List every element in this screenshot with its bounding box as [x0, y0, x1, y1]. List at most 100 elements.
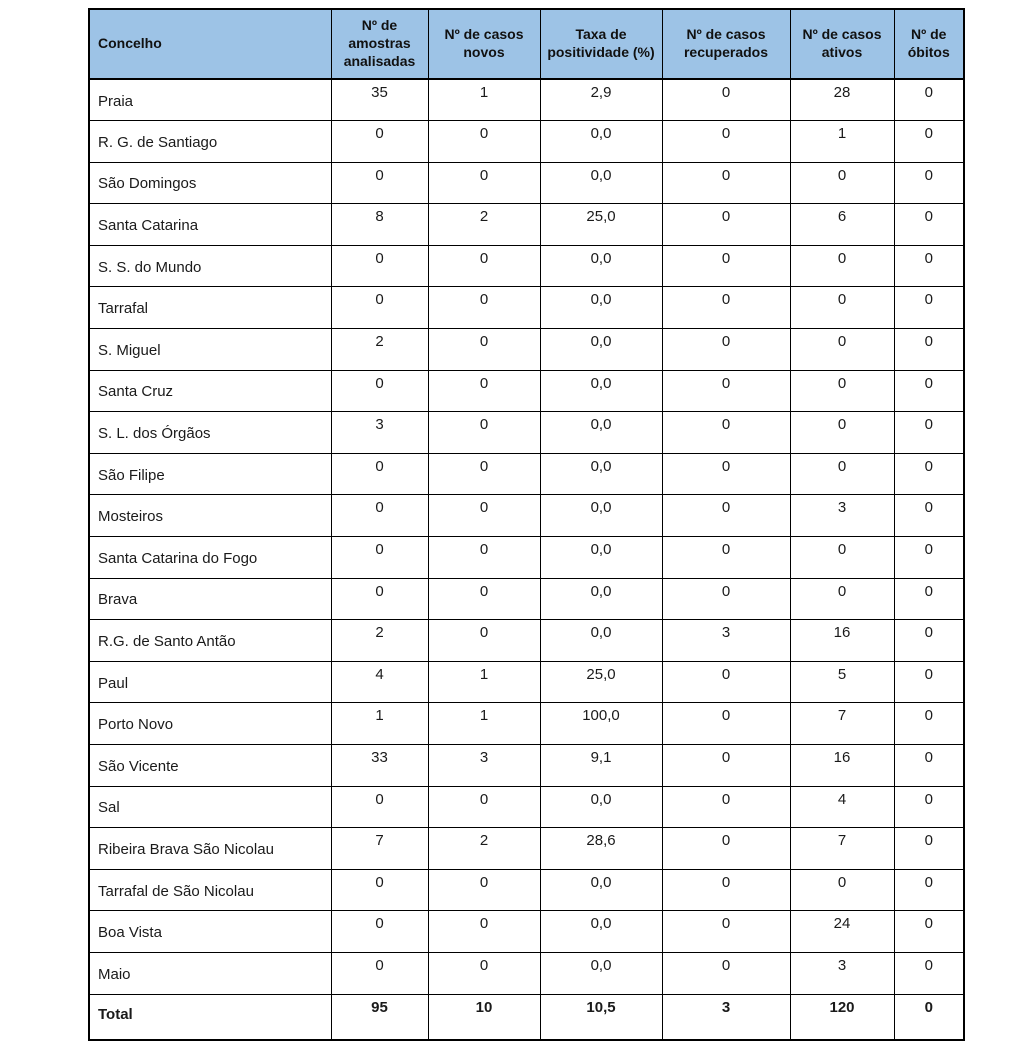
cell-recuperados: 0	[661, 203, 791, 246]
cell-concelho: Sal	[88, 785, 332, 829]
cell-recuperados: 0	[661, 452, 791, 496]
column-header-taxa-positividade: Taxa de positividade (%)	[539, 8, 663, 80]
cell-ativos: 16	[789, 744, 895, 787]
table-header: Concelho Nº de amostras analisadas Nº de c…	[88, 8, 965, 80]
cell-concelho: Santa Cruz	[88, 369, 332, 413]
cell-amostras: 0	[330, 369, 429, 413]
cell-casos-novos: 0	[427, 328, 541, 371]
cell-recuperados: 0	[661, 161, 791, 205]
cell-concelho: Santa Catarina	[88, 203, 332, 246]
cell-obitos: 0	[893, 993, 965, 1041]
cell-concelho: Tarrafal de São Nicolau	[88, 868, 332, 912]
cell-recuperados: 0	[661, 536, 791, 579]
table-row: S. S. do Mundo 0 0 0,0 0 0 0	[88, 244, 965, 288]
table-row: São Filipe 0 0 0,0 0 0 0	[88, 452, 965, 496]
total-row: Total 95 10 10,5 3 120 0	[88, 993, 965, 1041]
cell-recuperados: 0	[661, 577, 791, 621]
cell-concelho: Maio	[88, 951, 332, 995]
cell-taxa-positividade: 0,0	[539, 286, 663, 330]
table-row: S. L. dos Órgãos 3 0 0,0 0 0 0	[88, 411, 965, 454]
cell-amostras: 0	[330, 286, 429, 330]
cell-recuperados: 0	[661, 702, 791, 745]
table-row: S. Miguel 2 0 0,0 0 0 0	[88, 328, 965, 371]
cell-amostras: 1	[330, 702, 429, 745]
cell-amostras: 2	[330, 619, 429, 662]
cell-ativos: 0	[789, 577, 895, 621]
cell-recuperados: 0	[661, 785, 791, 829]
cell-concelho: Total	[88, 993, 332, 1041]
cell-casos-novos: 0	[427, 577, 541, 621]
cell-recuperados: 3	[661, 993, 791, 1041]
table-row: Santa Catarina 8 2 25,0 0 6 0	[88, 203, 965, 246]
cell-concelho: Porto Novo	[88, 702, 332, 745]
table-row: São Vicente 33 3 9,1 0 16 0	[88, 744, 965, 787]
column-header-amostras: Nº de amostras analisadas	[330, 8, 429, 80]
cell-obitos: 0	[893, 910, 965, 953]
cell-casos-novos: 0	[427, 161, 541, 205]
cell-casos-novos: 3	[427, 744, 541, 787]
cell-concelho: Paul	[88, 660, 332, 704]
cell-ativos: 3	[789, 494, 895, 538]
cell-casos-novos: 0	[427, 536, 541, 579]
cell-concelho: Ribeira Brava São Nicolau	[88, 827, 332, 870]
table-row: Praia 35 1 2,9 0 28 0	[88, 78, 965, 122]
cell-concelho: São Vicente	[88, 744, 332, 787]
cell-amostras: 0	[330, 494, 429, 538]
covid-concelho-table: Concelho Nº de amostras analisadas Nº de c…	[88, 8, 965, 1041]
cell-taxa-positividade: 0,0	[539, 369, 663, 413]
cell-amostras: 0	[330, 161, 429, 205]
cell-taxa-positividade: 25,0	[539, 203, 663, 246]
table-row: R.G. de Santo Antão 2 0 0,0 3 16 0	[88, 619, 965, 662]
table-row: Santa Catarina do Fogo 0 0 0,0 0 0 0	[88, 536, 965, 579]
cell-obitos: 0	[893, 785, 965, 829]
cell-obitos: 0	[893, 120, 965, 163]
cell-casos-novos: 0	[427, 244, 541, 288]
cell-recuperados: 0	[661, 328, 791, 371]
cell-amostras: 35	[330, 78, 429, 122]
cell-concelho: Mosteiros	[88, 494, 332, 538]
cell-casos-novos: 0	[427, 452, 541, 496]
cell-casos-novos: 0	[427, 951, 541, 995]
cell-taxa-positividade: 28,6	[539, 827, 663, 870]
cell-amostras: 0	[330, 785, 429, 829]
cell-recuperados: 0	[661, 827, 791, 870]
cell-obitos: 0	[893, 577, 965, 621]
cell-recuperados: 0	[661, 78, 791, 122]
table-row: Boa Vista 0 0 0,0 0 24 0	[88, 910, 965, 953]
cell-concelho: São Domingos	[88, 161, 332, 205]
cell-obitos: 0	[893, 951, 965, 995]
cell-recuperados: 0	[661, 951, 791, 995]
cell-recuperados: 0	[661, 910, 791, 953]
cell-recuperados: 0	[661, 286, 791, 330]
cell-casos-novos: 10	[427, 993, 541, 1041]
cell-recuperados: 0	[661, 411, 791, 454]
cell-obitos: 0	[893, 411, 965, 454]
cell-ativos: 1	[789, 120, 895, 163]
table-row: Maio 0 0 0,0 0 3 0	[88, 951, 965, 995]
cell-obitos: 0	[893, 536, 965, 579]
column-header-casos-novos: Nº de casos novos	[427, 8, 541, 80]
cell-obitos: 0	[893, 744, 965, 787]
document-page: Concelho Nº de amostras analisadas Nº de c…	[88, 8, 965, 1041]
cell-amostras: 0	[330, 910, 429, 953]
cell-recuperados: 0	[661, 244, 791, 288]
cell-amostras: 0	[330, 868, 429, 912]
table-row: Ribeira Brava São Nicolau 7 2 28,6 0 7 0	[88, 827, 965, 870]
cell-casos-novos: 0	[427, 411, 541, 454]
cell-concelho: São Filipe	[88, 452, 332, 496]
cell-taxa-positividade: 0,0	[539, 328, 663, 371]
cell-concelho: Santa Catarina do Fogo	[88, 536, 332, 579]
cell-concelho: R. G. de Santiago	[88, 120, 332, 163]
cell-casos-novos: 1	[427, 702, 541, 745]
cell-amostras: 8	[330, 203, 429, 246]
cell-casos-novos: 0	[427, 286, 541, 330]
cell-concelho: S. S. do Mundo	[88, 244, 332, 288]
table-row: Santa Cruz 0 0 0,0 0 0 0	[88, 369, 965, 413]
cell-ativos: 0	[789, 369, 895, 413]
cell-ativos: 0	[789, 536, 895, 579]
cell-obitos: 0	[893, 702, 965, 745]
cell-ativos: 5	[789, 660, 895, 704]
column-header-recuperados: Nº de casos recuperados	[661, 8, 791, 80]
cell-obitos: 0	[893, 369, 965, 413]
cell-casos-novos: 1	[427, 660, 541, 704]
